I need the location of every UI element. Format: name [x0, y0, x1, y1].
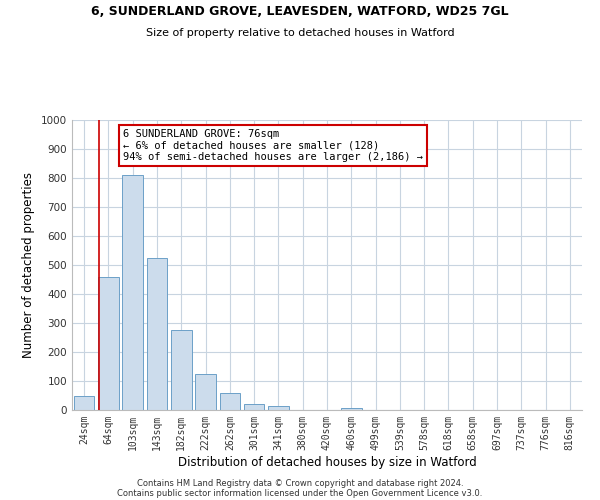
- Bar: [98, 276, 119, 410]
- Text: Size of property relative to detached houses in Watford: Size of property relative to detached ho…: [146, 28, 454, 38]
- Bar: [220, 393, 240, 410]
- Bar: [268, 406, 289, 410]
- Text: 6, SUNDERLAND GROVE, LEAVESDEN, WATFORD, WD25 7GL: 6, SUNDERLAND GROVE, LEAVESDEN, WATFORD,…: [91, 5, 509, 18]
- Bar: [74, 396, 94, 410]
- Text: Contains HM Land Registry data © Crown copyright and database right 2024.: Contains HM Land Registry data © Crown c…: [137, 478, 463, 488]
- Bar: [341, 408, 362, 410]
- Text: Contains public sector information licensed under the Open Government Licence v3: Contains public sector information licen…: [118, 488, 482, 498]
- Bar: [171, 330, 191, 410]
- Y-axis label: Number of detached properties: Number of detached properties: [22, 172, 35, 358]
- X-axis label: Distribution of detached houses by size in Watford: Distribution of detached houses by size …: [178, 456, 476, 468]
- Text: 6 SUNDERLAND GROVE: 76sqm
← 6% of detached houses are smaller (128)
94% of semi-: 6 SUNDERLAND GROVE: 76sqm ← 6% of detach…: [123, 128, 423, 162]
- Bar: [244, 404, 265, 410]
- Bar: [122, 175, 143, 410]
- Bar: [195, 374, 216, 410]
- Bar: [146, 258, 167, 410]
